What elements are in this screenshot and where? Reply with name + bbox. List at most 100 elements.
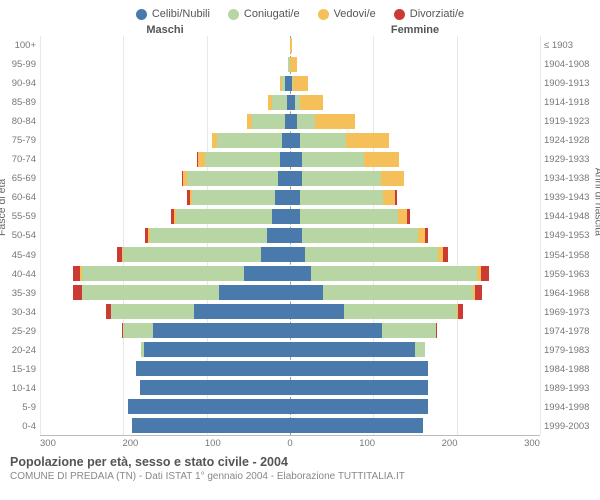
segment-single	[153, 323, 291, 339]
pyramid-row	[40, 340, 540, 359]
male-bar	[0, 57, 290, 73]
gender-headers: Maschi Femmine	[0, 24, 600, 36]
chart-subtitle: COMUNE DI PREDAIA (TN) - Dati ISTAT 1° g…	[10, 471, 590, 482]
segment-single	[267, 228, 290, 244]
segment-single	[290, 133, 300, 149]
legend-label: Vedovi/e	[334, 8, 376, 20]
male-bar	[0, 399, 290, 415]
legend-swatch	[318, 9, 329, 20]
male-bar	[0, 380, 290, 396]
pyramid-row	[40, 188, 540, 207]
female-bar	[290, 285, 600, 301]
male-bar	[0, 304, 290, 320]
female-bar	[290, 209, 600, 225]
female-bar	[290, 171, 600, 187]
male-bar	[0, 133, 290, 149]
male-bar	[0, 418, 290, 434]
male-bar	[0, 247, 290, 263]
segment-widowed	[315, 114, 355, 130]
segment-widowed	[293, 76, 308, 92]
pyramid-row	[40, 283, 540, 302]
female-bar	[290, 95, 600, 111]
segment-widowed	[198, 152, 205, 168]
female-bar	[290, 152, 600, 168]
segment-widowed	[364, 152, 399, 168]
segment-divorced	[443, 247, 448, 263]
segment-single	[278, 171, 290, 187]
male-bar	[0, 285, 290, 301]
x-tick-label: 200	[442, 438, 458, 449]
female-bar	[290, 304, 600, 320]
segment-married	[123, 247, 261, 263]
segment-divorced	[73, 266, 80, 282]
segment-single	[290, 114, 297, 130]
segment-married	[344, 304, 457, 320]
segment-single	[132, 418, 290, 434]
segment-single	[275, 190, 290, 206]
male-bar	[0, 76, 290, 92]
header-female: Femmine	[290, 24, 600, 36]
male-bar	[0, 95, 290, 111]
footer: Popolazione per età, sesso e stato civil…	[0, 449, 600, 482]
segment-widowed	[383, 190, 395, 206]
legend-swatch	[228, 9, 239, 20]
segment-single	[272, 209, 290, 225]
segment-married	[311, 266, 478, 282]
segment-single	[261, 247, 290, 263]
segment-married	[111, 304, 194, 320]
chart-area: Fasce di età Anni di nascita 100+95-9990…	[0, 36, 600, 436]
header-male: Maschi	[0, 24, 290, 36]
female-bar	[290, 323, 600, 339]
legend-label: Divorziati/e	[410, 8, 464, 20]
x-axis: 3002001000100200300	[0, 436, 600, 449]
female-bar	[290, 380, 600, 396]
segment-widowed	[418, 228, 425, 244]
segment-married	[323, 285, 473, 301]
legend: Celibi/NubiliConiugati/eVedovi/eDivorzia…	[0, 0, 600, 24]
x-tick-label: 100	[205, 438, 221, 449]
segment-married	[302, 228, 419, 244]
segment-married	[300, 190, 383, 206]
male-bar	[0, 190, 290, 206]
x-tick-label: 0	[287, 438, 292, 449]
segment-single	[290, 418, 423, 434]
male-bar	[0, 171, 290, 187]
pyramid-row	[40, 112, 540, 131]
segment-single	[290, 342, 415, 358]
pyramid-row	[40, 378, 540, 397]
segment-married	[382, 323, 436, 339]
segment-married	[150, 228, 267, 244]
female-bar	[290, 342, 600, 358]
segment-married	[192, 190, 275, 206]
segment-divorced	[436, 323, 438, 339]
segment-single	[290, 285, 323, 301]
pyramid-row	[40, 131, 540, 150]
segment-single	[244, 266, 290, 282]
pyramid-row	[40, 416, 540, 435]
pyramid-row	[40, 302, 540, 321]
legend-swatch	[394, 9, 405, 20]
segment-married	[205, 152, 280, 168]
segment-widowed	[300, 95, 323, 111]
pyramid-row	[40, 264, 540, 283]
segment-married	[82, 266, 245, 282]
female-bar	[290, 133, 600, 149]
segment-married	[123, 323, 152, 339]
legend-item: Vedovi/e	[318, 8, 376, 20]
female-bar	[290, 228, 600, 244]
x-tick-label: 300	[524, 438, 540, 449]
segment-single	[290, 190, 300, 206]
pyramid-row	[40, 150, 540, 169]
segment-single	[282, 133, 290, 149]
female-bar	[290, 76, 600, 92]
pyramid-row	[40, 359, 540, 378]
female-bar	[290, 247, 600, 263]
segment-single	[136, 361, 290, 377]
segment-married	[187, 171, 279, 187]
segment-married	[302, 152, 365, 168]
x-tick-label: 300	[40, 438, 56, 449]
segment-single	[290, 209, 300, 225]
legend-item: Coniugati/e	[228, 8, 300, 20]
legend-swatch	[136, 9, 147, 20]
segment-single	[219, 285, 290, 301]
